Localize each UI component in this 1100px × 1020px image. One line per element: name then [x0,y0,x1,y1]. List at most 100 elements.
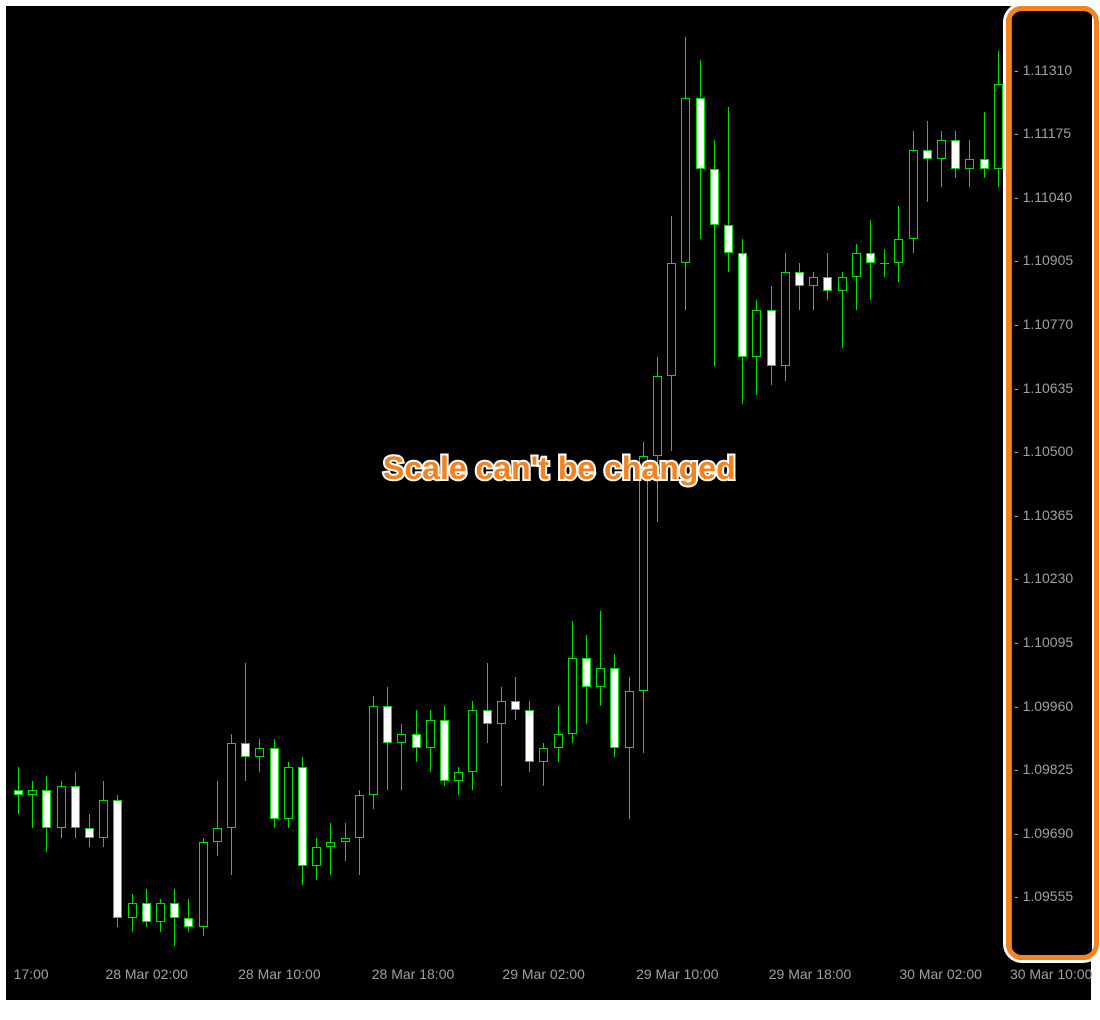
candle-body [99,800,108,838]
y-tick-label: 1.11310 [1012,62,1072,78]
candle-body [781,272,790,366]
y-tick-label: 1.09555 [1012,888,1073,904]
y-tick-label: 1.10770 [1012,316,1073,332]
candle-body [85,828,94,837]
y-tick-label: 1.10230 [1012,570,1073,586]
x-tick-label: 29 Mar 18:00 [769,966,852,982]
candle-body [738,253,747,357]
y-tick-label: 1.11040 [1012,189,1072,205]
candle-body [539,748,548,762]
candle-body [724,225,733,253]
candle-body [270,748,279,819]
candle-body [440,720,449,781]
candle-body [809,277,818,286]
candle-body [341,838,350,843]
candle-body [326,842,335,847]
candle-body [767,310,776,367]
candle-body [142,903,151,922]
candle-body [199,842,208,927]
candle-wick [174,889,175,946]
candle-body [170,903,179,917]
candle-wick [330,823,331,875]
y-tick-label: 1.09960 [1012,698,1073,714]
candle-body [838,277,847,291]
candle-body [454,772,463,781]
candle-wick [245,663,246,781]
candle-body [625,691,634,748]
candle-body [894,239,903,263]
candle-body [397,734,406,743]
candle-body [42,790,51,828]
annotation-text: Scale can't be changed [383,450,736,487]
x-tick-label: 29 Mar 10:00 [636,966,719,982]
candle-body [369,706,378,796]
candle-body [639,456,648,692]
candle-body [312,847,321,866]
candle-body [653,376,662,456]
candle-wick [487,663,488,743]
candle-wick [345,823,346,861]
candle-body [710,169,719,226]
y-tick-label: 1.11175 [1012,125,1071,141]
candle-body [554,734,563,748]
y-tick-label: 1.10095 [1012,634,1073,650]
candle-body [965,159,974,168]
candle-body [57,786,66,828]
candle-body [468,710,477,771]
candle-body [880,263,889,264]
candle-body [412,734,421,748]
candle-wick [32,781,33,828]
time-axis: 17:00 28 Mar 02:00 28 Mar 10:00 28 Mar 18:0… [6,960,1091,1000]
candle-body [937,140,946,159]
x-tick-label: 17:00 [14,966,49,982]
candle-body [752,310,761,357]
candle-body [355,795,364,837]
candle-body [213,828,222,842]
y-tick-label: 1.09825 [1012,761,1073,777]
candle-body [951,140,960,168]
candle-body [184,918,193,927]
y-tick-label: 1.09690 [1012,825,1073,841]
candle-body [241,743,250,757]
candle-body [156,903,165,922]
candle-body [227,743,236,828]
candle-wick [927,121,928,201]
candle-wick [217,781,218,856]
candle-body [497,701,506,725]
candle-body [696,98,705,169]
price-axis[interactable]: 1.11310 1.11175 1.11040 1.10905 1.10770 1.106… [1011,6,1092,960]
candle-body [596,668,605,687]
candle-body [71,786,80,828]
candle-body [866,253,875,262]
candle-body [923,150,932,159]
candle-body [568,658,577,733]
x-tick-label: 30 Mar 10:00 [1010,966,1093,982]
y-tick-label: 1.10635 [1012,380,1073,396]
candle-body [511,701,520,710]
candle-body [483,710,492,724]
candle-body [909,150,918,240]
candle-body [681,98,690,263]
candle-body [426,720,435,748]
x-tick-label: 28 Mar 02:00 [105,966,188,982]
y-tick-label: 1.10500 [1012,443,1073,459]
y-tick-label: 1.10365 [1012,507,1073,523]
candle-body [383,706,392,744]
x-tick-label: 28 Mar 18:00 [372,966,455,982]
candle-body [525,710,534,762]
candle-wick [600,611,601,705]
candle-body [980,159,989,168]
candle-wick [799,263,800,310]
x-tick-label: 28 Mar 10:00 [238,966,321,982]
candle-wick [515,677,516,719]
candle-body [14,790,23,795]
candle-body [795,272,804,286]
candle-body [128,903,137,917]
candle-body [284,767,293,819]
candle-body [852,253,861,277]
y-tick-label: 1.10905 [1012,252,1073,268]
x-tick-label: 30 Mar 02:00 [899,966,982,982]
candle-body [667,263,676,376]
candle-body [298,767,307,866]
x-tick-label: 29 Mar 02:00 [502,966,585,982]
